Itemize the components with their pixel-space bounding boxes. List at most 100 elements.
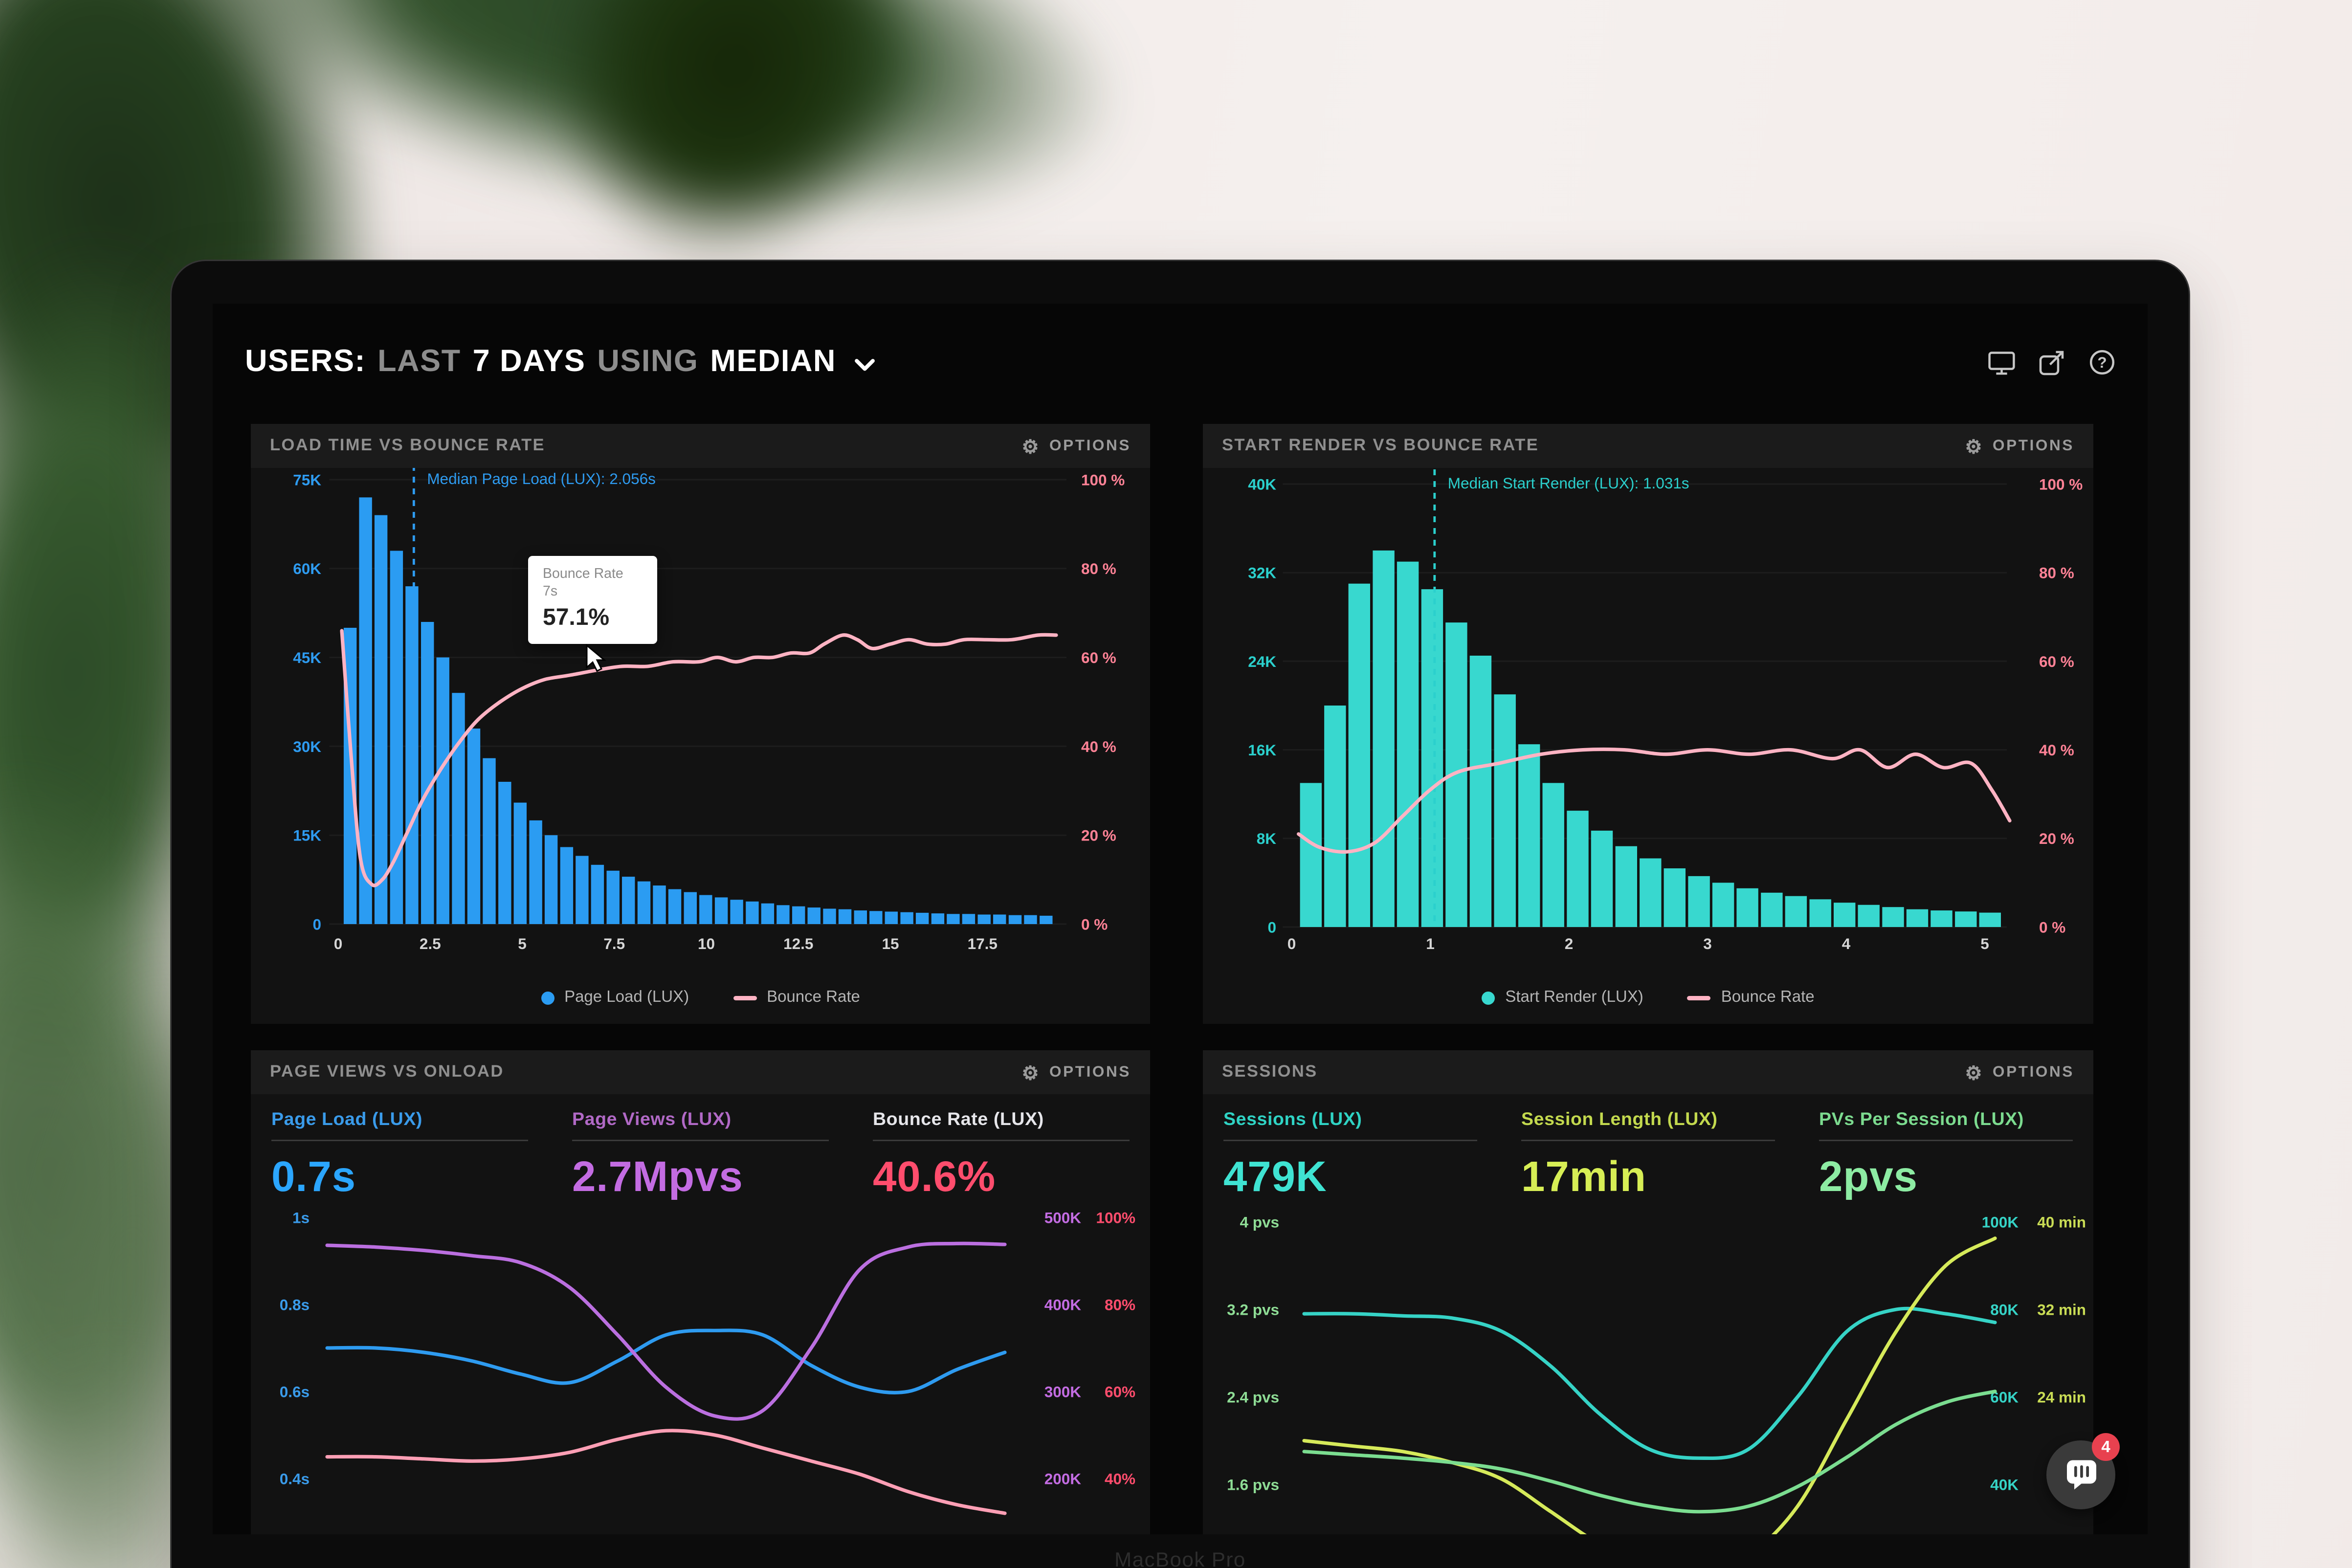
chevron-down-icon [855,358,875,370]
title-segment: MEDIAN [710,345,836,378]
svg-text:10: 10 [698,935,715,952]
svg-text:1: 1 [1426,935,1435,952]
chart-legend: Page Load (LUX) Bounce Rate [251,989,1150,1006]
metric-value: 17min [1521,1154,1646,1201]
series-line [325,1241,1007,1421]
svg-text:100 %: 100 % [2039,475,2083,493]
panel-start-render: START RENDER VS BOUNCE RATE ⚙ OPTIONS 40… [1203,424,2093,1024]
legend-dot-icon [541,991,555,1004]
panel-sessions: SESSIONS ⚙ OPTIONS Sessions (LUX) 479K S… [1203,1050,2093,1534]
svg-text:0: 0 [334,935,343,952]
chart-legend: Start Render (LUX) Bounce Rate [1203,989,2093,1006]
metric-label: Page Views (LUX) [572,1109,829,1141]
metric-value: 0.7s [271,1154,356,1201]
metric-label: PVs Per Session (LUX) [1819,1109,2073,1141]
metric-label: Page Load (LUX) [271,1109,528,1141]
legend-line-icon [733,995,757,1000]
panel-title: PAGE VIEWS VS ONLOAD [270,1063,504,1081]
svg-text:0: 0 [1287,935,1296,952]
options-button[interactable]: ⚙ OPTIONS [1021,437,1131,456]
options-button[interactable]: ⚙ OPTIONS [1965,437,2074,456]
legend-label: Bounce Rate [1721,989,1815,1006]
legend-item: Page Load (LUX) [541,989,689,1006]
tooltip-value: 57.1% [543,605,610,631]
svg-text:24K: 24K [1248,653,1276,670]
tooltip-subtitle: 7s [543,584,558,601]
header-toolbar: ? [1988,349,2115,375]
svg-text:40K: 40K [1990,1476,2019,1493]
gear-icon: ⚙ [1021,435,1041,457]
bounce-rate-line [1297,747,2012,854]
sessions-chart: 4 pvs 3.2 pvs 2.4 pvs 1.6 pvs 100K 40 min 80K 3… [1227,1213,2086,1534]
left-axis-labels: 4 pvs 3.2 pvs 2.4 pvs 1.6 pvs [1227,1213,1279,1493]
options-button[interactable]: ⚙ OPTIONS [1965,1063,2074,1082]
svg-text:40 %: 40 % [1081,738,1116,755]
svg-text:200K: 200K [1044,1470,1082,1487]
svg-text:0 %: 0 % [2039,918,2065,936]
svg-text:2.4 pvs: 2.4 pvs [1227,1388,1279,1406]
svg-text:5: 5 [1980,935,1989,952]
svg-text:0.8s: 0.8s [280,1296,310,1313]
svg-text:100K: 100K [1982,1213,2019,1231]
dashboard-header: USERS: LAST 7 DAYS USING MEDIAN ? [245,339,2115,386]
svg-text:0.6s: 0.6s [280,1383,310,1401]
right-axis-labels: 100 % 80 % 60 % 40 % 20 % 0 % [2039,475,2083,936]
svg-text:80%: 80% [1105,1296,1135,1313]
svg-text:16K: 16K [1248,741,1276,759]
title-segment: 7 DAYS [472,345,586,378]
metric-bounce-rate: Bounce Rate (LUX) 40.6% [873,1109,1130,1203]
histogram-bars [343,497,1053,924]
series-line [1302,1390,1997,1514]
legend-dot-icon [1482,991,1495,1004]
panel-title: LOAD TIME VS BOUNCE RATE [270,437,546,455]
chat-unread-badge: 4 [2092,1433,2120,1461]
svg-text:2: 2 [1565,935,1574,952]
svg-text:24 min: 24 min [2037,1388,2086,1406]
panel-header: PAGE VIEWS VS ONLOAD ⚙ OPTIONS [251,1050,1150,1094]
tooltip-title: Bounce Rate [543,566,623,582]
bounce-rate-line [340,629,1058,887]
svg-text:1.6 pvs: 1.6 pvs [1227,1476,1279,1493]
metric-label: Session Length (LUX) [1521,1109,1775,1141]
laptop-brand-text: MacBook Pro [1114,1547,1246,1568]
svg-text:4 pvs: 4 pvs [1240,1213,1279,1231]
chart-tooltip: Bounce Rate 7s 57.1% [528,556,657,644]
svg-text:20 %: 20 % [2039,830,2074,847]
mouse-cursor-icon [585,643,607,681]
legend-item: Bounce Rate [1687,989,1815,1006]
svg-text:3: 3 [1703,935,1712,952]
svg-text:60K: 60K [293,560,321,577]
page-views-chart: 1s 0.8s 0.6s 0.4s 500K 100% 400K 80% 300K 60% 200K… [280,1209,1135,1515]
chat-launcher-button[interactable]: 4 [2046,1433,2120,1509]
svg-text:17.5: 17.5 [968,935,998,952]
legend-item: Bounce Rate [733,989,860,1006]
legend-label: Page Load (LUX) [564,989,689,1006]
svg-text:60%: 60% [1105,1383,1135,1401]
share-icon[interactable] [2039,350,2065,375]
load-time-chart: 75K 60K 45K 30K 15K 0 100 % 80 % 60 % 40 % 20 % 0 %… [293,465,1125,952]
options-button[interactable]: ⚙ OPTIONS [1021,1063,1131,1082]
svg-text:32 min: 32 min [2037,1301,2086,1319]
svg-text:4: 4 [1842,935,1851,952]
help-icon[interactable]: ? [2089,349,2115,375]
gear-icon: ⚙ [1965,435,1984,457]
metrics-row: Sessions (LUX) 479K Session Length (LUX)… [1223,1109,2073,1203]
panel-title: SESSIONS [1222,1063,1318,1081]
right-axis-labels: 100 % 80 % 60 % 40 % 20 % 0 % [1081,471,1125,933]
metric-sessions: Sessions (LUX) 479K [1223,1109,1477,1203]
options-label: OPTIONS [1993,1063,2074,1081]
metric-label: Sessions (LUX) [1223,1109,1477,1141]
panel-header: LOAD TIME VS BOUNCE RATE ⚙ OPTIONS [251,424,1150,468]
series-line [325,1429,1007,1515]
dashboard-screen: USERS: LAST 7 DAYS USING MEDIAN ? [213,304,2148,1534]
svg-text:1s: 1s [292,1209,310,1226]
start-render-chart: 40K 32K 24K 16K 8K 0 100 % 80 % 60 % 40 % 20 % 0 % 0… [1248,469,2083,952]
metric-pvs-per-session: PVs Per Session (LUX) 2pvs [1819,1109,2073,1203]
users-range-dropdown[interactable]: USERS: LAST 7 DAYS USING MEDIAN [245,345,876,380]
svg-text:15K: 15K [293,827,321,844]
panel-page-views: PAGE VIEWS VS ONLOAD ⚙ OPTIONS Page Load… [251,1050,1150,1534]
legend-line-icon [1687,995,1711,1000]
svg-text:60 %: 60 % [2039,653,2074,670]
display-icon[interactable] [1988,350,2016,375]
